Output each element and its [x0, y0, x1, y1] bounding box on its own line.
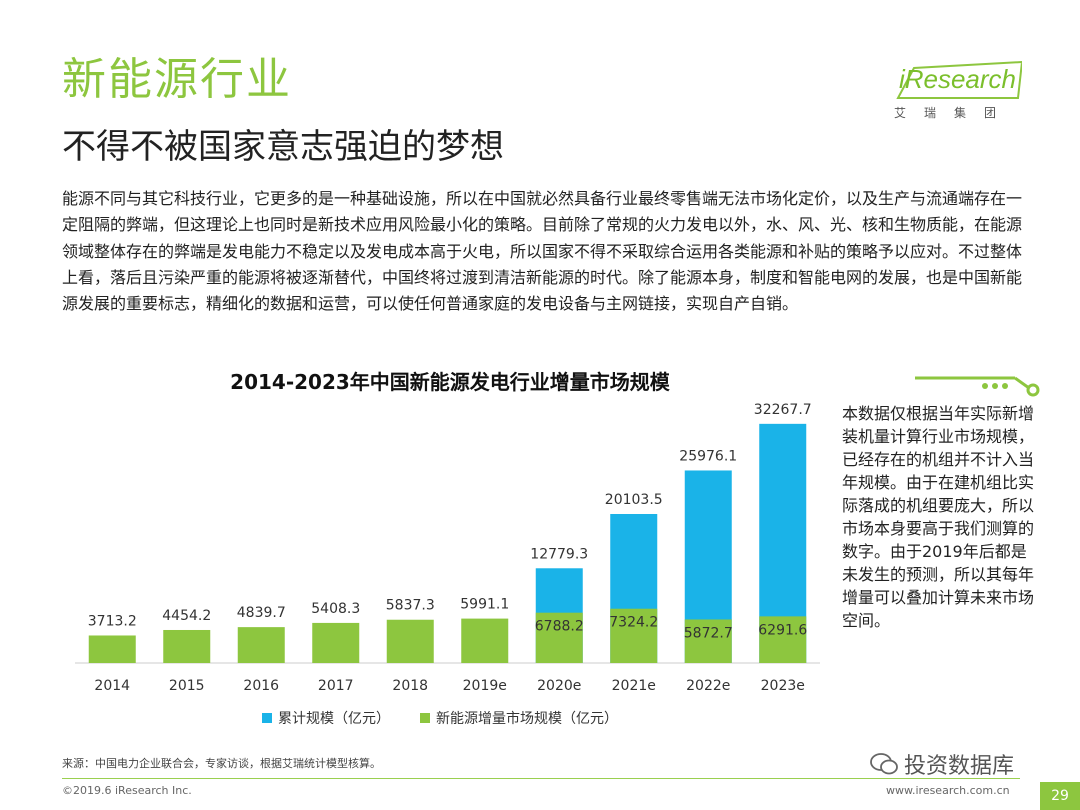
footer-divider — [62, 778, 1020, 779]
data-label-increment-2021e: 7324.2 — [609, 615, 658, 631]
data-label-cumulative-2020e: 12779.3 — [530, 546, 588, 562]
legend-item-increment: 新能源增量市场规模（亿元） — [420, 708, 618, 728]
data-label-increment-2020e: 6788.2 — [535, 619, 584, 635]
x-tick-label-2022e: 2022e — [686, 678, 730, 694]
legend-label-increment: 新能源增量市场规模（亿元） — [436, 711, 618, 727]
data-label-increment-2017: 5408.3 — [311, 601, 360, 617]
legend-swatch-blue — [262, 713, 272, 723]
intro-paragraph: 能源不同与其它科技行业，它更多的是一种基础设施，所以在中国就必然具备行业最终零售… — [62, 189, 1023, 314]
data-label-increment-2015: 4454.2 — [162, 608, 211, 624]
data-label-cumulative-2023e: 32267.7 — [754, 402, 812, 418]
x-tick-label-2018: 2018 — [392, 678, 428, 694]
x-tick-label-2015: 2015 — [169, 678, 205, 694]
bar-increment-2021e — [610, 608, 658, 663]
data-label-increment-2023e: 6291.6 — [758, 622, 807, 638]
data-label-increment-2016: 4839.7 — [237, 605, 286, 621]
decorative-dots-icon — [915, 376, 1040, 397]
data-label-increment-2022e: 5872.7 — [684, 625, 733, 641]
x-tick-label-2023e: 2023e — [761, 678, 805, 694]
x-tick-label-2017: 2017 — [318, 678, 354, 694]
watermark: 投资数据库 — [870, 748, 1014, 780]
footer-url: www.iresearch.com.cn — [886, 784, 1010, 797]
bar-increment-2017 — [312, 622, 360, 663]
legend-label-cumulative: 累计规模（亿元） — [278, 711, 390, 727]
page-title: 新能源行业 — [62, 54, 292, 105]
bar-increment-2016 — [237, 627, 285, 663]
x-tick-label-2019e: 2019e — [463, 678, 507, 694]
source-note: 来源：中国电力企业联合会，专家访谈，根据艾瑞统计模型核算。 — [62, 757, 381, 770]
logo-swoosh-icon — [896, 60, 1022, 99]
bar-increment-2022e — [684, 619, 732, 663]
data-label-cumulative-2022e: 25976.1 — [679, 448, 737, 464]
legend-swatch-green — [420, 713, 430, 723]
iresearch-logo: iResearch 艾瑞集团 — [892, 58, 1022, 128]
data-label-increment-2014: 3713.2 — [88, 613, 137, 629]
bar-increment-2014 — [88, 635, 136, 663]
logo-group-name: 艾瑞集团 — [893, 106, 1014, 120]
x-tick-label-2014: 2014 — [94, 678, 130, 694]
bar-increment-2015 — [163, 629, 211, 663]
data-label-cumulative-2021e: 20103.5 — [605, 492, 663, 508]
bar-increment-2018 — [386, 619, 434, 663]
page-subtitle: 不得不被国家意志强迫的梦想 — [62, 127, 504, 167]
x-tick-label-2016: 2016 — [243, 678, 279, 694]
chart-legend: 累计规模（亿元） 新能源增量市场规模（亿元） — [262, 708, 618, 728]
bar-increment-2020e — [535, 612, 583, 663]
data-label-increment-2019e: 5991.1 — [460, 597, 509, 613]
watermark-text: 投资数据库 — [904, 754, 1015, 779]
chart-title: 2014-2023年中国新能源发电行业增量市场规模 — [230, 370, 670, 394]
footer-copyright: ©2019.6 iResearch Inc. — [62, 784, 192, 797]
logo-wordmark: iResearch — [898, 64, 1016, 94]
page-number: 29 — [1040, 782, 1080, 810]
wechat-icon — [870, 753, 898, 775]
x-tick-label-2021e: 2021e — [612, 678, 656, 694]
legend-item-cumulative: 累计规模（亿元） — [262, 708, 390, 728]
bar-increment-2019e — [461, 618, 509, 663]
data-label-increment-2018: 5837.3 — [386, 598, 435, 614]
chart-note: 本数据仅根据当年实际新增装机量计算行业市场规模，已经存在的机组并不计入当年规模。… — [842, 404, 1035, 630]
x-tick-label-2020e: 2020e — [537, 678, 581, 694]
bar-chart: 3713.2 2014 4454.2 2015 4839.7 2016 5408.3 2017… — [75, 402, 820, 694]
bar-increment-2023e — [759, 616, 807, 663]
